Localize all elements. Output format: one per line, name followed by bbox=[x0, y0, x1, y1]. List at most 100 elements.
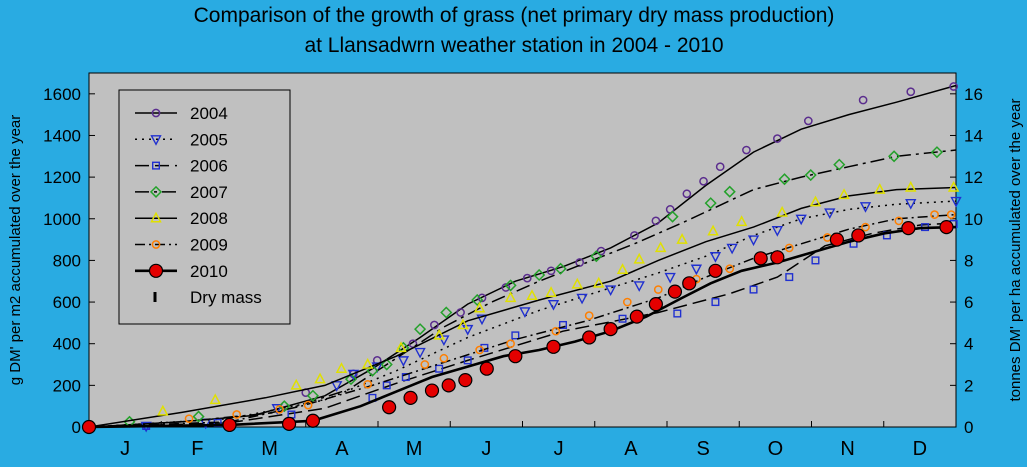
data-point bbox=[622, 297, 632, 307]
data-point bbox=[666, 210, 679, 223]
data-point bbox=[888, 150, 901, 163]
data-point bbox=[584, 311, 594, 320]
data-point bbox=[725, 264, 735, 274]
series-line bbox=[88, 186, 957, 428]
data-point bbox=[682, 276, 697, 291]
data-point bbox=[630, 231, 639, 240]
data-point bbox=[335, 362, 348, 373]
y-tick-label-right: 12 bbox=[964, 168, 983, 187]
data-point bbox=[232, 410, 242, 419]
data-point bbox=[344, 373, 358, 386]
data-point bbox=[603, 322, 618, 337]
legend-box bbox=[118, 89, 291, 325]
data-point bbox=[504, 291, 517, 303]
data-point bbox=[546, 339, 561, 354]
month-label: J bbox=[481, 438, 491, 460]
data-point bbox=[81, 419, 97, 435]
data-point bbox=[271, 404, 283, 415]
data-point bbox=[784, 243, 794, 253]
data-point bbox=[551, 326, 561, 336]
legend-item-2008: 2008 bbox=[135, 209, 228, 228]
y-tick-label-left: 1600 bbox=[43, 85, 81, 104]
data-point bbox=[838, 188, 850, 200]
data-point bbox=[150, 135, 162, 146]
data-point bbox=[709, 252, 722, 263]
data-point bbox=[522, 273, 532, 283]
data-point bbox=[946, 210, 956, 219]
data-point bbox=[804, 168, 817, 182]
legend-label: 2008 bbox=[190, 209, 228, 228]
data-point bbox=[380, 358, 393, 371]
data-point bbox=[749, 285, 758, 294]
data-point bbox=[382, 381, 391, 390]
data-point bbox=[533, 268, 546, 282]
data-point bbox=[824, 208, 836, 220]
data-point bbox=[441, 378, 456, 393]
right-axis: 0 2 4 6 8 10 12 14 16 bbox=[950, 85, 983, 437]
data-point bbox=[664, 272, 676, 284]
data-point bbox=[526, 289, 538, 301]
data-point bbox=[571, 277, 584, 289]
data-point bbox=[275, 404, 284, 414]
month-label: J bbox=[120, 438, 130, 460]
y-tick-label-right: 0 bbox=[964, 418, 973, 437]
data-point bbox=[723, 185, 736, 198]
data-point bbox=[440, 306, 453, 319]
month-label: F bbox=[191, 438, 203, 460]
data-point bbox=[192, 410, 205, 423]
data-point bbox=[833, 158, 846, 171]
data-point bbox=[397, 356, 410, 367]
data-point bbox=[629, 309, 644, 324]
data-point bbox=[401, 373, 410, 382]
data-point bbox=[506, 339, 515, 349]
data-point bbox=[463, 356, 472, 365]
data-point bbox=[704, 197, 717, 210]
data-point bbox=[633, 252, 645, 264]
data-point bbox=[770, 250, 785, 265]
data-point bbox=[305, 413, 320, 428]
data-point bbox=[795, 214, 807, 226]
data-point bbox=[414, 323, 427, 336]
data-point bbox=[306, 389, 319, 402]
data-point bbox=[665, 205, 675, 214]
data-point bbox=[430, 320, 439, 330]
data-point bbox=[682, 189, 692, 199]
data-point bbox=[829, 232, 845, 247]
series-2010 bbox=[81, 219, 957, 435]
y-tick-label-left: 400 bbox=[53, 335, 81, 354]
y-axis-label-left: g DM' per m2 accumulated over the year bbox=[7, 115, 24, 385]
data-point bbox=[150, 211, 162, 223]
data-point bbox=[596, 246, 606, 256]
y-tick-label-right: 8 bbox=[964, 251, 973, 270]
data-point bbox=[894, 216, 904, 226]
data-point bbox=[471, 293, 484, 307]
data-point bbox=[707, 224, 719, 236]
y-tick-label-right: 14 bbox=[964, 126, 983, 145]
series-2008 bbox=[83, 180, 960, 432]
data-point bbox=[939, 219, 954, 235]
data-point bbox=[149, 185, 163, 198]
data-point bbox=[874, 183, 886, 194]
data-point bbox=[281, 416, 297, 431]
data-point bbox=[558, 320, 567, 329]
data-point bbox=[858, 95, 868, 105]
data-point bbox=[184, 414, 194, 424]
y-tick-label-left: 600 bbox=[53, 293, 81, 312]
data-point bbox=[151, 240, 161, 249]
data-point bbox=[424, 383, 440, 398]
data-point bbox=[363, 379, 373, 389]
data-point bbox=[590, 250, 603, 263]
left-axis: 0 200 400 600 800 1000 1200 1400 1600 bbox=[43, 85, 95, 437]
legend-label: 2010 bbox=[190, 262, 228, 281]
series-layer bbox=[81, 82, 962, 435]
month-label: A bbox=[335, 438, 349, 460]
data-point bbox=[222, 417, 237, 433]
data-point bbox=[811, 256, 820, 265]
legend-label: 2004 bbox=[190, 104, 228, 123]
y-tick-label-left: 200 bbox=[53, 376, 81, 395]
series-line bbox=[88, 222, 957, 428]
y-tick-label-right: 6 bbox=[964, 293, 973, 312]
series-line bbox=[88, 213, 957, 428]
data-point bbox=[901, 221, 916, 236]
